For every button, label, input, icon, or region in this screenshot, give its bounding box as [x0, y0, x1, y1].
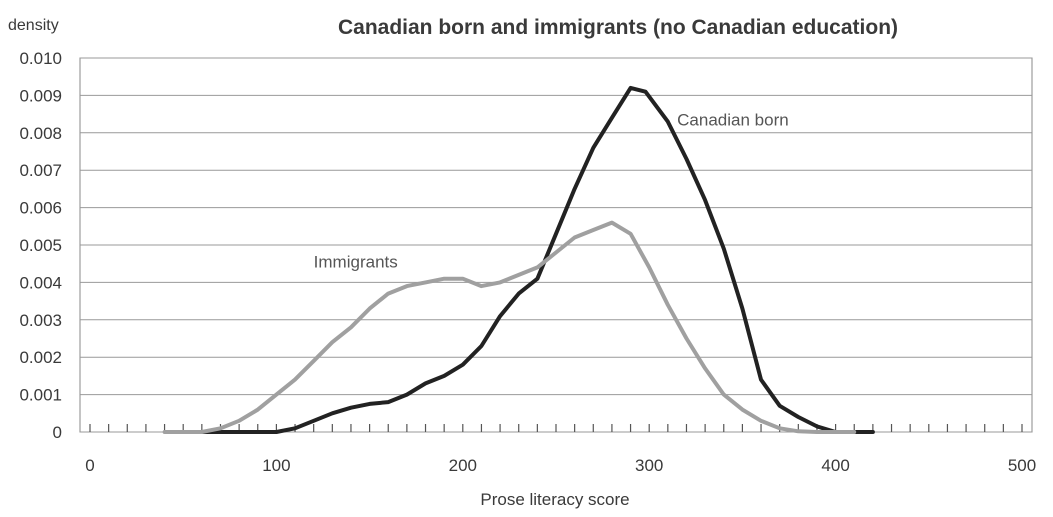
- x-tick-label: 300: [635, 456, 663, 475]
- series-label: Immigrants: [314, 252, 398, 271]
- series-labels: Canadian born Immigrants: [314, 110, 789, 271]
- x-tick-label: 100: [262, 456, 290, 475]
- x-minor-ticks: [89, 424, 1023, 432]
- y-tick-label: 0.009: [19, 86, 62, 105]
- y-tick-label: 0.007: [19, 161, 62, 180]
- chart-title: Canadian born and immigrants (no Canadia…: [338, 16, 898, 39]
- y-tick-label: 0.010: [19, 49, 62, 68]
- series-lines: [162, 85, 875, 434]
- y-tick-label: 0.008: [19, 124, 62, 143]
- y-tick-label: 0.005: [19, 236, 62, 255]
- y-tick-label: 0: [53, 423, 62, 442]
- series-line-immigrants: [162, 220, 857, 434]
- y-tick-label: 0.003: [19, 311, 62, 330]
- y-tick-labels: 0 0.001 0.002 0.003 0.004 0.005 0.006 0.007 0.00…: [19, 49, 62, 442]
- y-tick-label: 0.001: [19, 386, 62, 405]
- y-tick-label: 0.004: [19, 273, 62, 292]
- x-tick-label: 500: [1008, 456, 1036, 475]
- x-tick-label: 0: [85, 456, 94, 475]
- x-axis-label: Prose literacy score: [480, 490, 629, 509]
- gridlines: [79, 57, 1033, 433]
- series-line-canadian-born: [199, 85, 875, 434]
- x-tick-labels: 0 100 200 300 400 500: [85, 456, 1036, 475]
- y-axis-label: density: [8, 17, 59, 34]
- x-tick-label: 200: [449, 456, 477, 475]
- y-tick-label: 0.006: [19, 199, 62, 218]
- series-label: Canadian born: [677, 110, 789, 129]
- y-tick-label: 0.002: [19, 348, 62, 367]
- x-tick-label: 400: [821, 456, 849, 475]
